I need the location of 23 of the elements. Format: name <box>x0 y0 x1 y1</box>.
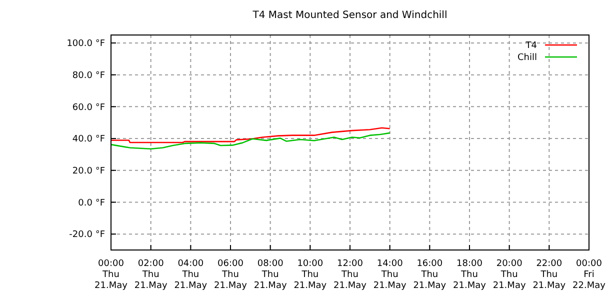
x-tick-label: 16:00 Thu 21.May <box>413 259 447 291</box>
x-tick-label: 14:00 Thu 21.May <box>373 259 407 291</box>
x-tick-label: 04:00 Thu 21.May <box>174 259 208 291</box>
y-tick-label: 100.0 °F <box>66 39 105 50</box>
x-tick-label: 00:00 Fri 22.May <box>572 259 606 291</box>
y-tick-label: 80.0 °F <box>72 70 105 81</box>
x-tick-label: 22:00 Thu 21.May <box>532 259 566 291</box>
x-tick-label: 06:00 Thu 21.May <box>214 259 248 291</box>
y-tick-label: 0.0 °F <box>78 198 105 208</box>
x-tick-label: 08:00 Thu 21.May <box>254 259 288 291</box>
x-tick-label: 18:00 Thu 21.May <box>453 259 487 291</box>
x-tick-label: 20:00 Thu 21.May <box>492 259 526 291</box>
chart-title: T4 Mast Mounted Sensor and Windchill <box>252 10 448 21</box>
x-tick-label: 12:00 Thu 21.May <box>334 259 368 291</box>
y-tick-label: 20.0 °F <box>72 166 105 177</box>
legend-label: Chill <box>518 53 537 64</box>
legend-label: T4 <box>524 41 538 52</box>
y-tick-label: -20.0 °F <box>69 230 105 240</box>
x-tick-label: 02:00 Thu 21.May <box>134 259 168 291</box>
y-tick-label: 60.0 °F <box>72 102 105 113</box>
x-tick-label: 10:00 Thu 21.May <box>294 259 328 291</box>
x-tick-label: 00:00 Thu 21.May <box>94 259 128 291</box>
y-tick-label: 40.0 °F <box>72 134 105 145</box>
